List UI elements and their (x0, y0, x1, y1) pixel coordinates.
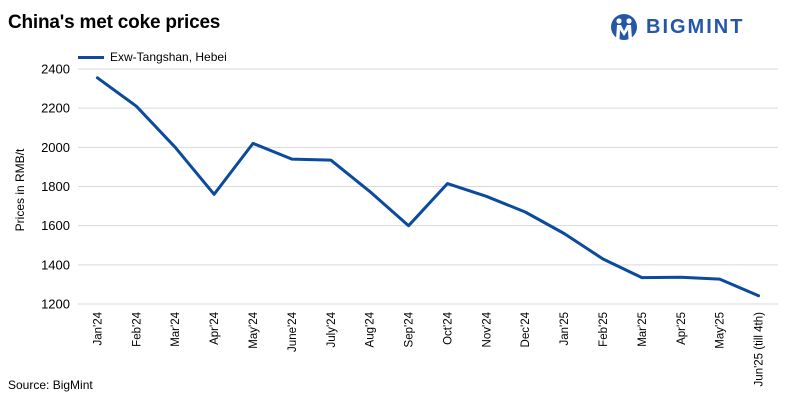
y-tick-label: 1600 (41, 218, 70, 233)
source-note: Source: BigMint (8, 378, 93, 392)
x-tick-label: Mar'24 (170, 311, 182, 346)
x-tick-label: Feb'25 (598, 312, 610, 347)
x-tick-label: Nov'24 (481, 311, 493, 347)
legend: Exw-Tangshan, Hebei (78, 50, 227, 64)
x-tick-label: May'24 (248, 311, 260, 348)
x-tick-label: Feb'24 (131, 311, 143, 346)
y-tick-label: 2000 (41, 140, 70, 155)
y-tick-label: 2400 (41, 62, 70, 77)
x-tick-label: Apr'24 (209, 311, 221, 344)
x-tick-label: Sep'24 (404, 311, 416, 347)
x-tick-label: Jan'24 (92, 311, 104, 345)
legend-label: Exw-Tangshan, Hebei (110, 50, 227, 64)
x-tick-label: Aug'24 (365, 311, 377, 347)
x-tick-label: Jan'25 (559, 312, 571, 346)
y-tick-label: 1800 (41, 179, 70, 194)
x-tick-label: July'24 (326, 311, 338, 347)
x-tick-label: Jun'25 (till 4th) (754, 312, 766, 387)
brand-name: BIGMINT (646, 15, 745, 38)
x-tick-label: Dec'24 (520, 311, 532, 347)
y-tick-label: 1200 (41, 297, 70, 312)
legend-swatch (78, 55, 104, 59)
y-tick-label: 1400 (41, 257, 70, 272)
x-tick-label: June'24 (287, 311, 299, 352)
x-tick-label: May'25 (715, 312, 727, 349)
brand-logo: BIGMINT (610, 10, 790, 44)
bigmint-logo-icon (611, 14, 637, 40)
chart-title: China's met coke prices (8, 12, 221, 33)
y-tick-label: 2200 (41, 101, 70, 116)
x-tick-label: Apr'25 (676, 312, 688, 345)
x-tick-label: Oct'24 (442, 311, 454, 344)
x-tick-label: Mar'25 (637, 312, 649, 347)
series-line (95, 76, 761, 298)
